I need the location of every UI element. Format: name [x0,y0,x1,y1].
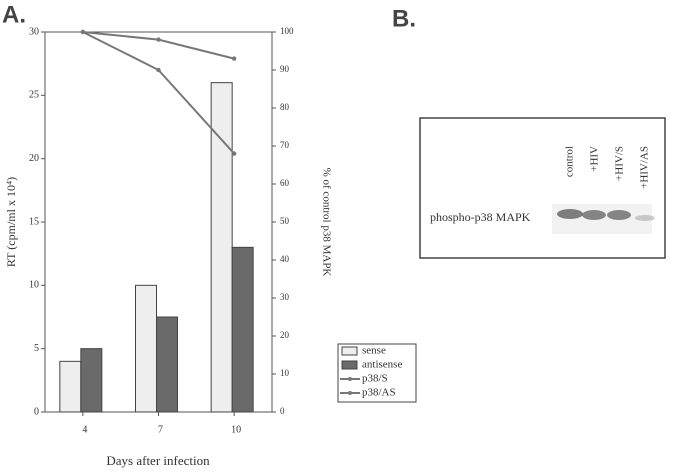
x-axis-title: Days after infection [106,453,210,468]
y-tick-label: 20 [29,153,39,164]
legend-label: antisense [362,359,402,371]
lane-label: +HIV/S [614,146,626,181]
panel-label: B. [392,5,416,32]
legend-swatch [348,377,352,381]
point [156,37,161,42]
legend-label: sense [362,345,386,357]
blot-band [582,210,606,220]
blot-band [607,210,631,220]
legend-swatch [341,346,358,356]
y2-tick-label: 20 [280,330,290,340]
lane-labels: control +HIV +HIV/S +HIV/AS [564,146,651,189]
point [156,67,161,73]
y2-tick-label: 60 [280,178,290,188]
blot-frame [419,117,666,259]
legend-label: p38/AS [362,387,396,399]
bar [231,246,254,413]
y2-tick-label: 0 [280,406,285,416]
point [80,29,86,35]
legend-label: p38/S [362,373,388,385]
y2-tick-label: 70 [280,140,290,150]
y2-tick-label: 30 [280,292,290,302]
y2-tick-label: 10 [280,368,290,378]
panel-label: A. [2,1,26,28]
bar [135,284,157,413]
x-tick-label: 7 [158,424,163,435]
blot-panel: phospho-p38 MAPK control +HIV +HIV/S +HIV/A… [419,117,666,259]
x-tick-label: 4 [82,424,87,435]
legend-swatch [348,391,352,395]
y2-axis-title: % of control p38 MAPK [320,168,332,277]
y-tick-label: 0 [34,406,39,417]
blot-membrane [552,204,652,234]
bar [59,360,82,413]
point [231,56,237,61]
lane-label: +HIV/AS [639,146,651,189]
y2-tick-label: 80 [280,102,290,112]
y-tick-label: 10 [29,280,39,291]
band-label: phospho-p38 MAPK [430,210,531,224]
y2-tick-label: 90 [280,64,290,74]
y-axis-title: RT (cpm/ml x 10⁴) [4,177,18,267]
bar [156,316,178,413]
y2-tick-label: 40 [280,254,290,264]
blot-band [635,215,655,221]
y2-tick-label: 50 [280,216,290,226]
y2-tick-label: 100 [280,26,294,36]
lane-label: control [564,146,576,177]
y-tick-label: 30 [29,26,39,37]
point [231,151,237,156]
lane-label: +HIV [589,146,601,172]
legend-swatch [341,360,358,370]
x-tick-label: 10 [231,424,241,435]
bar [80,348,103,413]
y-tick-label: 15 [29,216,39,227]
y-tick-label: 25 [29,90,39,101]
blot-band [557,209,583,219]
line [82,31,235,60]
y-tick-label: 5 [34,343,39,354]
